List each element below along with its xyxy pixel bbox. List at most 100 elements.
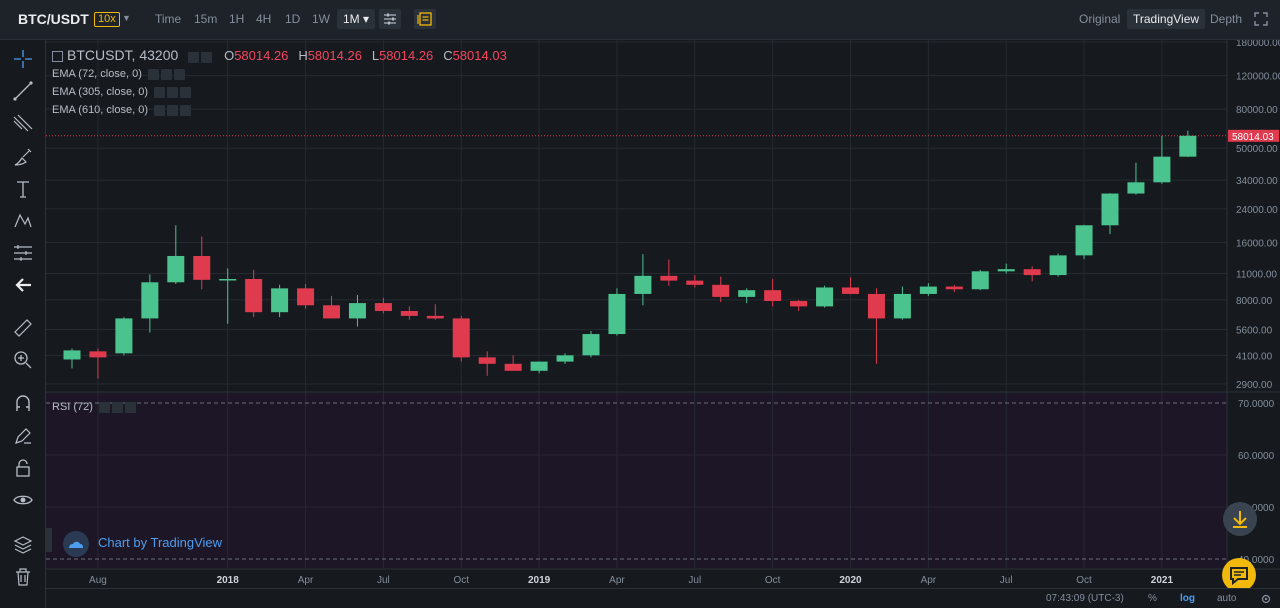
candle-body (608, 293, 626, 335)
close-icon[interactable] (180, 104, 191, 116)
indicator-ema-72[interactable]: EMA (72, close, 0) (52, 68, 187, 80)
tradingview-watermark[interactable]: Chart by TradingView (62, 530, 232, 558)
rsi-legend[interactable]: RSI (72) (52, 401, 138, 413)
drawing-toolbar (0, 40, 46, 608)
open-value: 58014.26 (234, 48, 289, 63)
eye-icon[interactable] (11, 488, 35, 512)
crosshair-icon[interactable] (11, 47, 35, 71)
trash-icon[interactable] (11, 565, 35, 589)
gear-icon[interactable] (201, 52, 213, 64)
low-value: 58014.26 (379, 48, 434, 63)
chart-legend: BTCUSDT, 43200 O58014.26 H58014.26 L5801… (52, 47, 513, 64)
pencil-lock-icon[interactable] (11, 424, 35, 448)
brush-icon[interactable] (11, 145, 35, 169)
fullscreen-icon[interactable] (1254, 12, 1268, 31)
timeframe-1m[interactable]: 1M ▾ (337, 9, 376, 29)
candle-body (297, 288, 315, 306)
gear-icon[interactable] (1260, 592, 1272, 608)
eye-icon[interactable] (147, 68, 159, 80)
percent-toggle[interactable]: % (1148, 593, 1157, 604)
chevron-down-icon[interactable]: ▼ (122, 13, 131, 23)
time-tick-label: Oct (453, 575, 469, 586)
time-tick-label: Jul (1000, 575, 1013, 586)
scroll-to-realtime-button[interactable] (1223, 502, 1257, 536)
candle-body (63, 350, 81, 360)
candle-body (686, 280, 704, 285)
gear-icon[interactable] (111, 401, 123, 413)
time-tick-label: Apr (609, 575, 625, 586)
gear-icon[interactable] (160, 68, 172, 80)
view-tradingview[interactable]: TradingView (1127, 9, 1206, 29)
candle-body (323, 305, 340, 319)
legend-symbol: BTCUSDT, 43200 (67, 47, 179, 63)
panel-collapse-handle[interactable] (46, 528, 52, 552)
eye-icon[interactable] (154, 86, 165, 98)
candle-body (1127, 182, 1145, 194)
pair-title[interactable]: BTC/USDT (18, 11, 89, 27)
log-toggle[interactable]: log (1180, 593, 1195, 604)
zoom-icon[interactable] (11, 348, 35, 372)
view-depth[interactable]: Depth (1210, 12, 1243, 26)
chart-area[interactable]: 180000.00 120000.00 80000.00 50000.00 34000.… (46, 40, 1280, 608)
close-icon[interactable] (124, 401, 136, 413)
high-label: H (298, 48, 308, 63)
open-label: O (224, 48, 235, 63)
chart-notes-button[interactable] (414, 9, 436, 29)
eye-icon[interactable] (188, 52, 200, 64)
layers-icon[interactable] (11, 533, 35, 557)
candle-body (426, 315, 444, 319)
auto-toggle[interactable]: auto (1217, 593, 1237, 604)
timeframe-1w[interactable]: 1W (312, 12, 330, 26)
candle-body (193, 255, 211, 280)
candle-body (842, 287, 859, 294)
price-tick-label: 120000.00 (1236, 72, 1280, 83)
candle-body (1023, 269, 1041, 276)
top-toolbar: BTC/USDT 10x ▼ Time 15m 1H 4H 1D 1W 1M ▾… (0, 0, 1280, 40)
indicator-ema-610[interactable]: EMA (610, close, 0) (52, 104, 193, 116)
price-tick-label: 8000.00 (1236, 296, 1273, 307)
arrow-left-icon[interactable] (11, 273, 35, 297)
gear-icon[interactable] (167, 86, 178, 98)
trend-line-icon[interactable] (11, 79, 35, 103)
timeframe-time[interactable]: Time (155, 12, 182, 26)
candle-body (271, 288, 289, 313)
price-tick-label: 2900.00 (1236, 380, 1273, 391)
price-tick-label: 16000.00 (1236, 239, 1278, 250)
timeframe-4h[interactable]: 4H (256, 12, 272, 26)
view-original[interactable]: Original (1079, 12, 1121, 26)
close-label: C (443, 48, 453, 63)
leverage-badge[interactable]: 10x (94, 12, 120, 27)
ruler-icon[interactable] (11, 316, 35, 340)
candle-body (141, 282, 159, 319)
prediction-icon[interactable] (11, 241, 35, 265)
download-icon (1233, 511, 1247, 528)
chat-button[interactable] (1222, 558, 1256, 592)
timeframe-1h[interactable]: 1H (229, 12, 245, 26)
clock-readout: 07:43:09 (UTC-3) (1046, 593, 1124, 604)
lock-icon[interactable] (11, 456, 35, 480)
gear-icon[interactable] (167, 104, 178, 116)
eye-icon[interactable] (154, 104, 165, 116)
time-tick-label: Apr (298, 575, 314, 586)
timeframe-1d[interactable]: 1D (285, 12, 301, 26)
magnet-icon[interactable] (11, 392, 35, 416)
rsi-panel (46, 393, 1227, 568)
candle-body (374, 303, 392, 311)
fib-tool-icon[interactable] (11, 112, 35, 136)
close-icon[interactable] (173, 68, 185, 80)
text-icon[interactable] (11, 177, 35, 201)
indicator-ema-305[interactable]: EMA (305, close, 0) (52, 86, 193, 98)
candle-body (219, 279, 237, 281)
last-price-label: 58014.03 (1232, 132, 1274, 143)
price-tick-label: 34000.00 (1236, 176, 1278, 187)
pattern-icon[interactable] (11, 209, 35, 233)
timeframe-15m[interactable]: 15m (194, 12, 218, 26)
price-chart[interactable]: 180000.00 120000.00 80000.00 50000.00 34000.… (46, 40, 1280, 608)
candle-body (478, 357, 496, 364)
rsi-tick-label: 50.0000 (1238, 503, 1275, 514)
collapse-icon[interactable] (52, 50, 63, 62)
indicator-settings-button[interactable] (379, 9, 401, 29)
eye-icon[interactable] (98, 401, 110, 413)
candle-body (115, 318, 133, 354)
close-icon[interactable] (180, 86, 191, 98)
